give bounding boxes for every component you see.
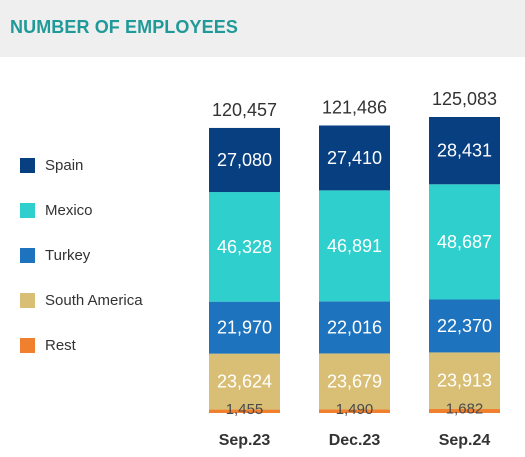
data-label-mexico: 48,687 — [437, 232, 492, 252]
bar-segment-south-america — [319, 353, 390, 410]
bar-segment-turkey — [209, 301, 280, 354]
legend-label: Spain — [45, 157, 84, 174]
legend-item-mexico: Mexico — [20, 202, 200, 220]
data-label-south-america: 23,913 — [437, 371, 492, 391]
data-label-south-america: 23,624 — [217, 372, 272, 392]
bar-segment-south-america — [429, 352, 500, 410]
data-label-turkey: 21,970 — [217, 318, 272, 338]
x-tick-label: Sep.24 — [439, 432, 491, 449]
total-label: 120,457 — [212, 100, 277, 120]
data-label-spain: 27,080 — [217, 150, 272, 170]
bar-stack-sep-24: 1,682 23,913 22,370 48,687 28,431 125,083 Sep.… — [429, 89, 500, 449]
x-tick-label: Sep.23 — [219, 432, 271, 449]
bar-segment-south-america — [209, 353, 280, 410]
legend-label: Turkey — [45, 247, 91, 264]
bar-segment-mexico — [319, 190, 390, 302]
total-label: 125,083 — [432, 89, 497, 109]
bar-segment-turkey — [429, 299, 500, 353]
bar-segment-rest — [429, 409, 500, 413]
data-label-mexico: 46,328 — [217, 237, 272, 257]
bar-segment-spain — [429, 117, 500, 185]
chart-title: NUMBER OF EMPLOYEES — [10, 17, 238, 37]
bar-segment-mexico — [429, 184, 500, 300]
data-label-south-america: 23,679 — [327, 371, 382, 391]
legend-label: Rest — [45, 337, 76, 354]
bar-segment-rest — [209, 409, 280, 413]
data-label-spain: 27,410 — [327, 148, 382, 168]
legend-item-turkey: Turkey — [20, 247, 200, 265]
data-label-rest: 1,455 — [226, 401, 264, 418]
legend-swatch — [20, 158, 35, 173]
legend-label: South America — [45, 292, 143, 309]
bar-segment-spain — [319, 125, 390, 191]
data-label-turkey: 22,016 — [327, 317, 382, 337]
chart-header: NUMBER OF EMPLOYEES — [0, 0, 525, 57]
legend-item-south-america: South America — [20, 292, 200, 310]
bar-segment-mexico — [209, 192, 280, 302]
total-label: 121,486 — [322, 98, 387, 118]
legend-item-spain: Spain — [20, 157, 200, 175]
bar-stack-dec-23: 1,490 23,679 22,016 46,891 27,410 121,486 Dec.… — [319, 98, 390, 449]
bar-segment-rest — [319, 409, 390, 413]
data-label-mexico: 46,891 — [327, 236, 382, 256]
legend-swatch — [20, 293, 35, 308]
bar-stack-sep-23: 1,455 23,624 21,970 46,328 27,080 120,457 Sep.… — [209, 100, 280, 449]
data-label-turkey: 22,370 — [437, 316, 492, 336]
bar-segment-turkey — [319, 301, 390, 354]
data-label-spain: 28,431 — [437, 141, 492, 161]
legend-item-rest: Rest — [20, 337, 200, 355]
data-label-rest: 1,490 — [336, 401, 374, 418]
bar-segment-spain — [209, 127, 280, 193]
legend-swatch — [20, 338, 35, 353]
x-tick-label: Dec.23 — [329, 432, 381, 449]
data-label-rest: 1,682 — [446, 401, 484, 418]
legend-label: Mexico — [45, 202, 93, 219]
legend-swatch — [20, 248, 35, 263]
legend-swatch — [20, 203, 35, 218]
